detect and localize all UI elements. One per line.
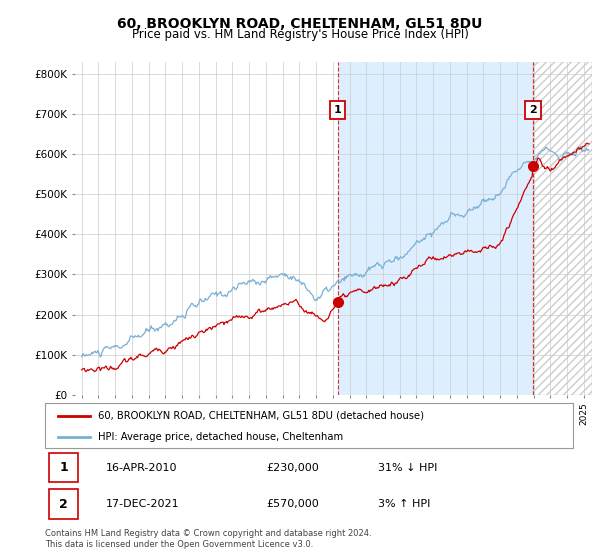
Text: Contains HM Land Registry data © Crown copyright and database right 2024.
This d: Contains HM Land Registry data © Crown c… xyxy=(45,529,371,549)
Text: 17-DEC-2021: 17-DEC-2021 xyxy=(106,499,179,509)
Text: 2: 2 xyxy=(529,105,537,115)
Text: 16-APR-2010: 16-APR-2010 xyxy=(106,463,177,473)
Bar xyxy=(338,62,533,395)
Text: £570,000: £570,000 xyxy=(267,499,320,509)
Text: 60, BROOKLYN ROAD, CHELTENHAM, GL51 8DU (detached house): 60, BROOKLYN ROAD, CHELTENHAM, GL51 8DU … xyxy=(98,410,424,421)
FancyBboxPatch shape xyxy=(45,403,573,448)
FancyBboxPatch shape xyxy=(49,489,78,519)
Bar xyxy=(533,62,592,395)
Text: 1: 1 xyxy=(59,461,68,474)
Text: Price paid vs. HM Land Registry's House Price Index (HPI): Price paid vs. HM Land Registry's House … xyxy=(131,28,469,41)
Text: 60, BROOKLYN ROAD, CHELTENHAM, GL51 8DU: 60, BROOKLYN ROAD, CHELTENHAM, GL51 8DU xyxy=(118,17,482,31)
Text: 3% ↑ HPI: 3% ↑ HPI xyxy=(377,499,430,509)
Text: HPI: Average price, detached house, Cheltenham: HPI: Average price, detached house, Chel… xyxy=(98,432,343,442)
Text: 2: 2 xyxy=(59,497,68,511)
FancyBboxPatch shape xyxy=(49,453,78,482)
Text: 1: 1 xyxy=(334,105,341,115)
Text: £230,000: £230,000 xyxy=(267,463,320,473)
Text: 31% ↓ HPI: 31% ↓ HPI xyxy=(377,463,437,473)
